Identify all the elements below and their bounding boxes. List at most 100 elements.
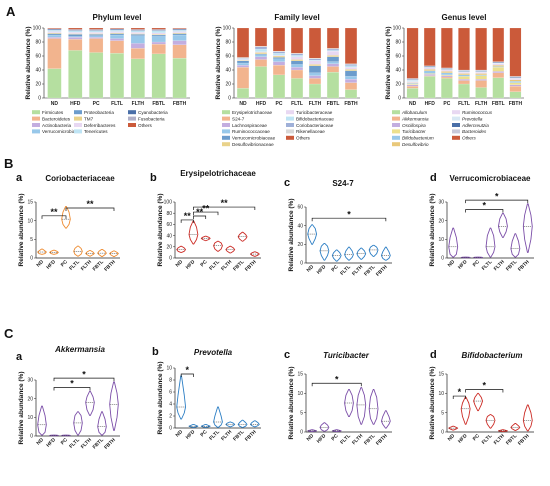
chart-title: Genus level — [442, 13, 487, 22]
chart-title: Turicibacter — [323, 351, 370, 360]
x-tick-label: ND — [447, 433, 457, 443]
violin-FLTH — [498, 429, 508, 433]
y-tick-label: 0 — [30, 434, 33, 440]
significance-label: ** — [184, 211, 192, 221]
x-tick-label: PC — [330, 433, 339, 442]
legend-swatch — [74, 129, 82, 134]
bar-segment-Rikenellaceae — [308, 58, 322, 59]
y-tick-label: 10 — [438, 237, 444, 243]
bar-segment-Proteobacteria — [89, 34, 104, 36]
y-tick-label: 0 — [300, 261, 303, 267]
subpanel-letter: a — [16, 172, 23, 184]
violin-FBTL — [368, 389, 379, 425]
x-tick-label: PC — [60, 437, 69, 446]
y-axis-label: Relative abundance (%) — [288, 199, 295, 272]
significance-bracket — [193, 206, 256, 211]
bar-segment-Turicibacter — [492, 67, 505, 72]
y-tick-label: 40 — [297, 223, 303, 229]
bar-segment-Ruminococcus — [441, 69, 453, 72]
bar-segment-Allobaculum — [458, 83, 470, 99]
bar-segment-Tenericutes — [151, 30, 166, 33]
bar-segment-Allobaculum — [475, 87, 487, 99]
x-tick-label: FBTH — [244, 429, 258, 443]
x-tick-label: PC — [443, 101, 450, 107]
x-tick-label: ND — [447, 259, 457, 269]
chart-Bb: b Erysipelotrichaceae 0 20 40 60 80 100Relative… — [150, 169, 261, 273]
x-tick-label: FBTH — [173, 101, 187, 107]
bar-segment-Coriobacteriaceae — [236, 58, 250, 59]
significance-label: * — [483, 201, 487, 211]
bar-segment-Akkermansia — [475, 80, 487, 88]
bar-segment-Adlercreutzia — [423, 66, 436, 68]
legend-entry: Actinobacteria — [42, 123, 72, 128]
x-tick-label: ND — [306, 433, 316, 443]
subpanel-letter: a — [16, 351, 23, 363]
bar-segment-Erysipelotrichaceae — [308, 83, 322, 99]
significance-label: * — [186, 365, 190, 375]
legend-swatch — [128, 116, 136, 121]
legend-entry: Ruminococcaceae — [232, 129, 270, 134]
bar-segment-Verrucomicrobia — [89, 35, 104, 38]
significance-label: * — [458, 387, 462, 397]
bar-segment-Turicibacter — [475, 75, 487, 80]
x-tick-label: PC — [276, 101, 283, 107]
bar-segment-Proteobacteria — [130, 34, 145, 36]
legend-swatch — [452, 110, 460, 115]
legend-swatch — [222, 110, 230, 115]
legend-swatch — [286, 116, 294, 121]
x-tick-label: FLTH — [220, 259, 233, 272]
bar-segment-Deferribacteres — [110, 31, 124, 33]
bar-segment-Rikenellaceae — [344, 63, 358, 65]
bar-segment-Akkermansia — [509, 86, 522, 92]
bar-segment-Others — [89, 27, 104, 30]
violin-FBTH — [522, 203, 533, 253]
y-axis-label: Relative abundance (%) — [215, 27, 222, 100]
legend-entry: Tenericutes — [84, 129, 108, 134]
bar-segment-Bifidobacteriaceae — [344, 65, 358, 68]
y-tick-label: 100 — [223, 26, 232, 32]
x-tick-label: FLTH — [475, 101, 488, 107]
legend-entry: Bacteroidetes — [42, 116, 71, 121]
x-tick-label: HFD — [316, 264, 328, 276]
x-tick-label: PC — [199, 429, 208, 438]
bar-segment-S24-7 — [326, 66, 340, 73]
x-tick-label: PC — [330, 264, 339, 273]
legend-entry: Akkermansia — [401, 116, 429, 121]
x-tick-label: ND — [409, 101, 417, 107]
y-tick-label: 80 — [395, 40, 401, 46]
legend-swatch — [286, 129, 294, 134]
bar-segment-Coriobacteriaceae — [344, 64, 358, 66]
y-tick-label: 0 — [441, 256, 444, 262]
x-tick-label: ND — [51, 101, 59, 107]
bar-segment-Fusobacteria — [172, 28, 187, 30]
x-tick-label: ND — [175, 259, 185, 269]
violin-ND — [448, 425, 459, 431]
bar-segment-Turicibacteraceae — [290, 56, 304, 60]
x-tick-label: FLTL — [458, 101, 470, 107]
legend-entry: Prevotella — [462, 116, 483, 121]
bar-segment-Verrucomicrobia — [68, 36, 83, 38]
bar-segment-Bacteroidetes — [172, 44, 187, 59]
violin-FLTH — [225, 421, 236, 428]
bar-segment-Proteobacteria — [110, 33, 124, 36]
bar-segment-Others — [475, 27, 487, 71]
bar-segment-Deferribacteres — [151, 32, 166, 35]
bar-segment-Others — [458, 27, 470, 71]
bar-segment-Desulfovibrionaceae — [290, 59, 304, 61]
violin-ND — [37, 248, 47, 255]
bar-segment-Coriobacteriaceae — [326, 48, 340, 51]
x-tick-label: FBTL — [505, 433, 518, 446]
bar-segment-Lachnospiraceae — [290, 67, 304, 71]
x-tick-label: ND — [306, 264, 316, 274]
bar-segment-Rikenellaceae — [254, 46, 268, 47]
x-tick-label: HFD — [185, 259, 197, 271]
bar-segment-Firmicutes — [68, 50, 83, 99]
significance-bracket — [452, 395, 466, 400]
legend-entry: Adlercreutzia — [461, 123, 489, 128]
violin-FBTH — [380, 410, 391, 429]
bar-segment-Erysipelotrichaceae — [272, 74, 286, 99]
bar-segment-Bifidobacteriaceae — [308, 60, 322, 61]
y-tick-label: 2 — [169, 414, 172, 420]
bar-segment-Bacteroidetes — [130, 48, 145, 59]
